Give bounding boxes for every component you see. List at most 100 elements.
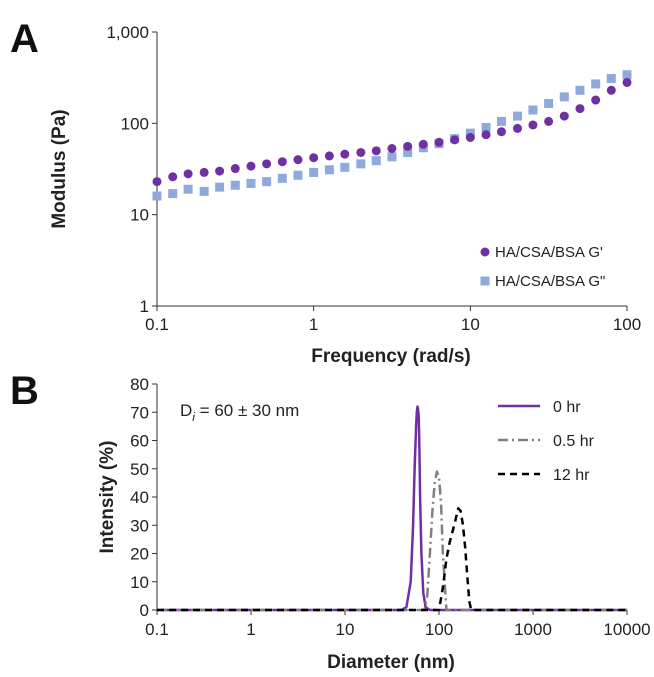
data-point-g-prime — [512, 123, 522, 133]
data-point-g-double-prime — [230, 180, 240, 190]
series-line-0-5-hr — [157, 470, 627, 612]
data-point-g-prime — [309, 153, 319, 163]
y-tick-label: 50 — [130, 460, 149, 479]
data-point-g-prime — [528, 120, 538, 130]
data-point-g-double-prime — [481, 123, 491, 133]
panel-label-a: A — [10, 17, 39, 61]
data-point-g-prime — [544, 116, 554, 126]
data-point-g-prime — [262, 159, 272, 169]
data-point-g-double-prime — [496, 116, 506, 126]
y-tick-label: 30 — [130, 516, 149, 535]
data-point-g-prime — [340, 149, 350, 159]
y-tick-label: 1,000 — [106, 23, 149, 42]
y-axis-label: Modulus (Pa) — [49, 109, 70, 228]
legend-label-0-hr: 0 hr — [553, 399, 581, 416]
series-line-0-hr — [157, 405, 627, 612]
legend-marker-g-double-prime — [480, 276, 490, 286]
data-point-g-prime — [246, 161, 256, 171]
x-tick-label: 0.1 — [145, 620, 169, 639]
data-point-g-prime — [418, 139, 428, 149]
data-point-g-double-prime — [575, 85, 585, 95]
data-point-g-double-prime — [324, 165, 334, 175]
data-point-g-prime — [324, 151, 334, 161]
data-point-g-double-prime — [262, 177, 272, 187]
data-point-g-double-prime — [340, 162, 350, 172]
y-axis-label: Intensity (%) — [97, 441, 118, 554]
x-axis-label: Diameter (nm) — [327, 652, 455, 673]
y-tick-label: 100 — [121, 114, 149, 133]
data-point-g-double-prime — [622, 70, 632, 80]
x-tick-label: 100 — [425, 620, 453, 639]
data-point-g-prime — [199, 167, 209, 177]
data-point-g-double-prime — [309, 167, 319, 177]
data-point-g-double-prime — [277, 173, 287, 183]
data-point-g-double-prime — [528, 105, 538, 115]
data-point-g-prime — [465, 132, 475, 142]
data-point-g-double-prime — [356, 159, 366, 169]
x-axis-label: Frequency (rad/s) — [311, 346, 470, 367]
data-point-g-prime — [215, 166, 225, 176]
y-tick-label: 60 — [130, 432, 149, 451]
data-point-g-double-prime — [559, 92, 569, 102]
data-point-g-double-prime — [512, 111, 522, 121]
data-point-g-prime — [434, 137, 444, 147]
x-tick-label: 10000 — [603, 620, 650, 639]
data-point-g-double-prime — [168, 189, 178, 199]
y-tick-label: 80 — [130, 375, 149, 394]
y-tick-label: 1 — [140, 297, 149, 316]
y-tick-label: 70 — [130, 403, 149, 422]
data-point-g-double-prime — [215, 182, 225, 192]
data-point-g-prime — [450, 135, 460, 145]
data-point-g-prime — [277, 157, 287, 167]
x-tick-label: 10 — [461, 315, 480, 334]
y-tick-label: 20 — [130, 545, 149, 564]
y-tick-label: 10 — [130, 206, 149, 225]
x-tick-label: 1000 — [514, 620, 552, 639]
data-point-g-double-prime — [591, 79, 601, 89]
data-point-g-double-prime — [199, 186, 209, 196]
legend-marker-g-prime — [480, 247, 490, 257]
legend-label-g-prime: HA/CSA/BSA G' — [495, 244, 603, 261]
y-tick-label: 40 — [130, 488, 149, 507]
y-tick-label: 0 — [140, 601, 149, 620]
x-tick-label: 1 — [246, 620, 255, 639]
data-point-g-double-prime — [544, 98, 554, 108]
data-point-g-prime — [606, 85, 616, 95]
data-point-g-prime — [496, 127, 506, 137]
panel-label-b: B — [10, 369, 39, 413]
data-point-g-prime — [168, 172, 178, 182]
data-point-g-double-prime — [606, 73, 616, 83]
data-point-g-prime — [183, 169, 193, 179]
data-point-g-prime — [575, 104, 585, 114]
legend-label-12-hr: 12 hr — [553, 467, 590, 484]
data-point-g-double-prime — [371, 156, 381, 166]
legend-label-0-5-hr: 0.5 hr — [553, 433, 595, 450]
size-annotation: Di = 60 ± 30 nm — [180, 401, 299, 424]
data-point-g-prime — [371, 146, 381, 156]
data-point-g-prime — [387, 144, 397, 154]
data-point-g-prime — [230, 164, 240, 174]
data-point-g-prime — [559, 111, 569, 121]
data-point-g-prime — [403, 141, 413, 151]
data-point-g-double-prime — [183, 184, 193, 194]
data-point-g-double-prime — [246, 178, 256, 188]
data-point-g-prime — [622, 77, 632, 87]
data-point-g-prime — [152, 177, 162, 187]
legend-label-g-double-prime: HA/CSA/BSA G" — [495, 273, 605, 290]
x-tick-label: 0.1 — [145, 315, 169, 334]
panel-b-chart: B 0 10 20 30 40 50 60 70 80 0.1 1 10 100 1000 10000 Diam… — [10, 369, 651, 673]
data-point-g-prime — [356, 147, 366, 157]
data-point-g-double-prime — [293, 170, 303, 180]
y-tick-label: 10 — [130, 573, 149, 592]
data-point-g-double-prime — [403, 147, 413, 157]
data-point-g-double-prime — [152, 191, 162, 201]
data-point-g-prime — [293, 155, 303, 165]
data-point-g-double-prime — [387, 152, 397, 162]
data-point-g-prime — [591, 95, 601, 105]
data-point-g-prime — [481, 130, 491, 140]
x-tick-label: 10 — [336, 620, 355, 639]
x-tick-label: 100 — [613, 315, 641, 334]
series-line-12-hr — [157, 507, 627, 612]
